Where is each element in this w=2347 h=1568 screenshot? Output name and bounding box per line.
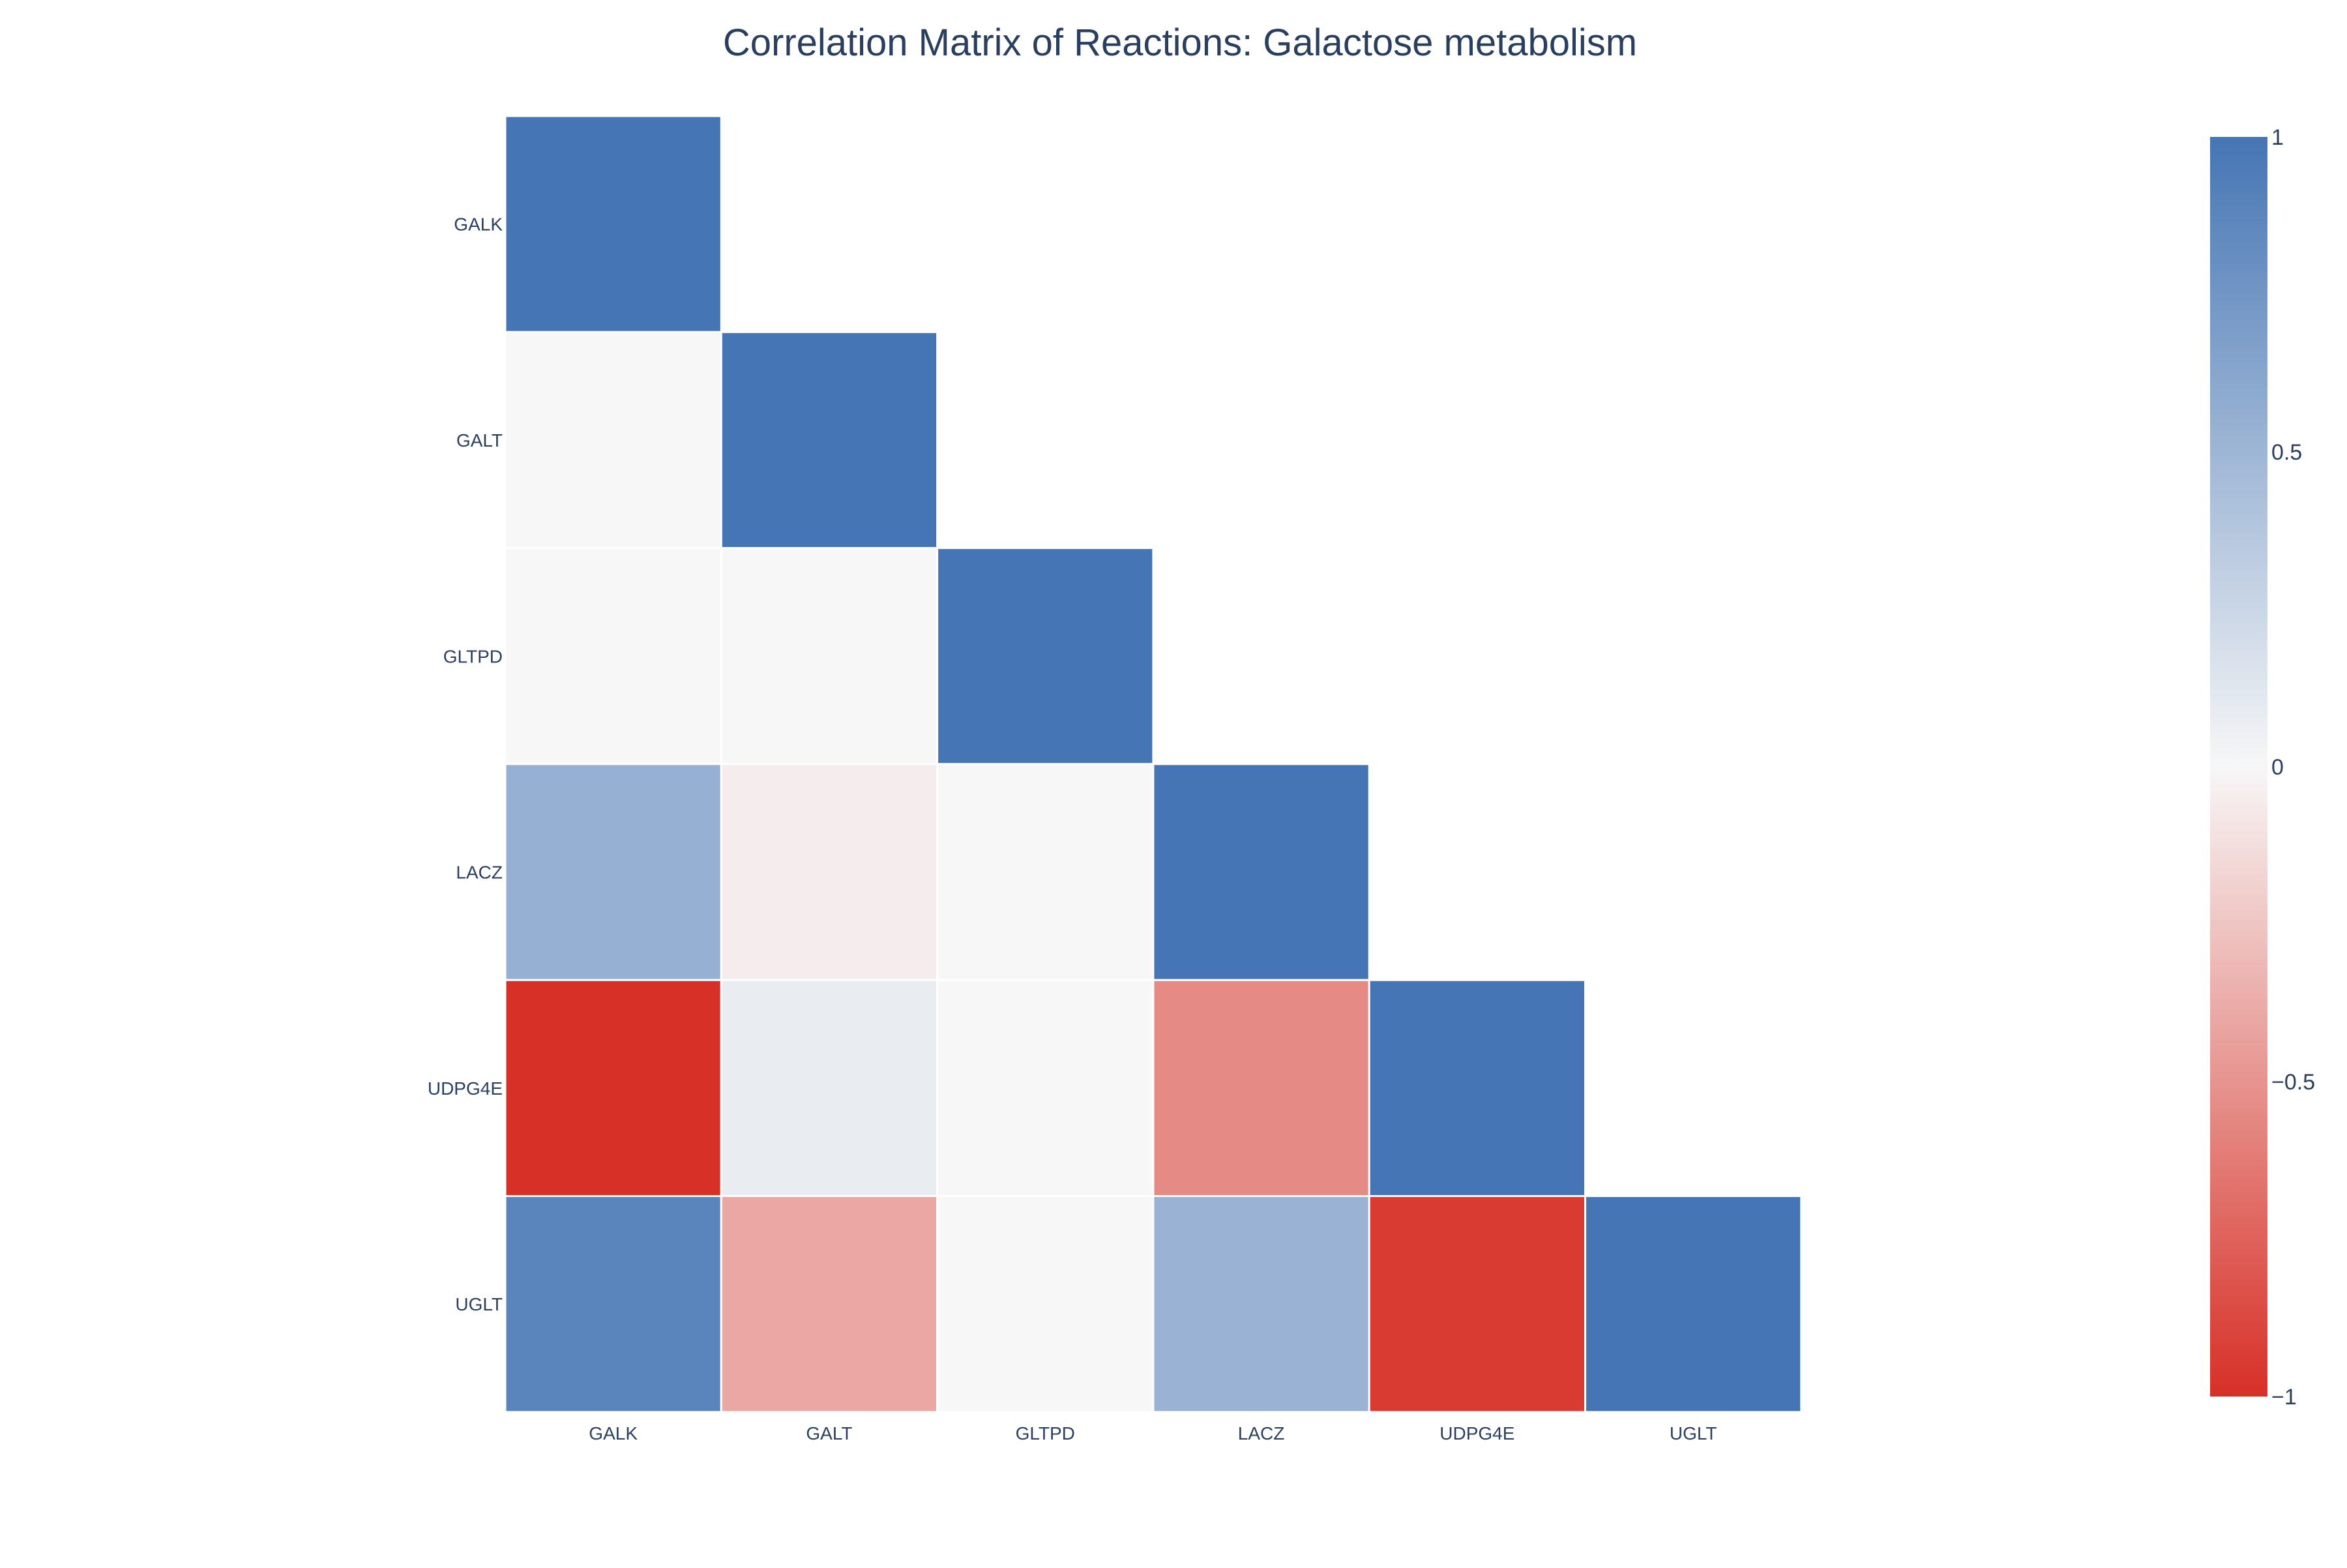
heatmap-cell — [1152, 979, 1370, 1197]
heatmap-cell — [720, 331, 939, 550]
x-tick-label: UGLT — [1670, 1423, 1717, 1443]
y-tick-label: GLTPD — [443, 646, 503, 666]
y-tick-label: LACZ — [456, 863, 503, 883]
heatmap-cell — [504, 763, 722, 981]
heatmap-cell — [1368, 979, 1586, 1197]
heatmap-cell — [1152, 763, 1370, 981]
heatmap-cell — [504, 979, 722, 1197]
heatmap-cell — [504, 331, 722, 550]
chart-title: Correlation Matrix of Reactions: Galacto… — [723, 22, 1637, 64]
x-tick-label: UDPG4E — [1439, 1423, 1514, 1443]
heatmap-cell — [504, 547, 722, 765]
heatmap-cell — [1584, 1195, 1803, 1413]
colorbar-tick-label: 0.5 — [2271, 440, 2302, 465]
y-tick-label: GALT — [456, 430, 503, 451]
y-tick-label: UDPG4E — [428, 1078, 503, 1099]
colorbar-tick-label: −0.5 — [2271, 1070, 2315, 1095]
heatmap-cell — [720, 763, 939, 981]
heatmap-cell — [720, 547, 939, 765]
heatmap-cell — [936, 1195, 1155, 1413]
x-tick-label: GALT — [806, 1423, 852, 1443]
colorbar: 1 0.5 0 −0.5 −1 — [2210, 125, 2315, 1410]
y-tick-label: GALK — [454, 214, 503, 235]
heatmap-cell — [936, 547, 1155, 765]
x-tick-label: GALK — [589, 1423, 638, 1443]
heatmap-cells — [504, 115, 1803, 1413]
y-tick-label: UGLT — [455, 1294, 503, 1314]
x-axis-tick-labels: GALK GALT GLTPD LACZ UDPG4E UGLT — [589, 1423, 1717, 1443]
x-tick-label: GLTPD — [1016, 1423, 1075, 1443]
y-axis-tick-labels: GALK GALT GLTPD LACZ UDPG4E UGLT — [428, 214, 503, 1315]
colorbar-tick-label: 0 — [2271, 755, 2284, 780]
heatmap-cell — [1152, 1195, 1370, 1413]
heatmap-cell — [504, 1195, 722, 1413]
colorbar-tick-label: 1 — [2271, 125, 2284, 150]
x-tick-label: LACZ — [1238, 1423, 1285, 1443]
heatmap-cell — [1368, 1195, 1586, 1413]
heatmap-cell — [936, 979, 1155, 1197]
colorbar-gradient — [2210, 137, 2267, 1397]
colorbar-tick-label: −1 — [2271, 1385, 2297, 1410]
heatmap-cell — [720, 979, 939, 1197]
colorbar-tick-labels: 1 0.5 0 −0.5 −1 — [2271, 125, 2315, 1410]
heatmap-cell — [720, 1195, 939, 1413]
heatmap-cell — [504, 115, 722, 333]
heatmap-cell — [936, 763, 1155, 981]
